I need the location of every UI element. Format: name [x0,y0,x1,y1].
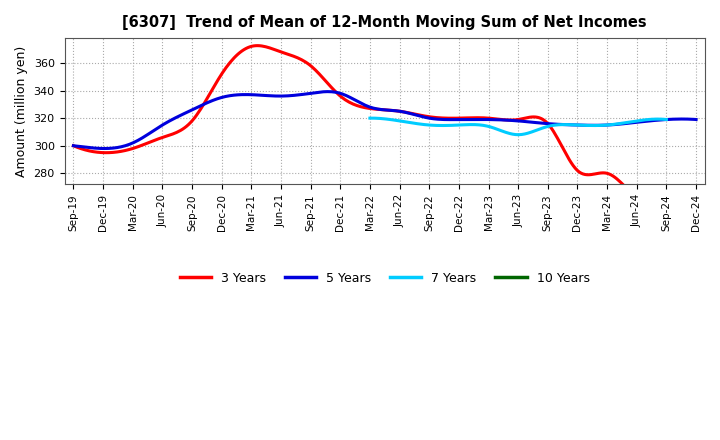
Y-axis label: Amount (million yen): Amount (million yen) [15,46,28,177]
Legend: 3 Years, 5 Years, 7 Years, 10 Years: 3 Years, 5 Years, 7 Years, 10 Years [175,267,595,290]
Title: [6307]  Trend of Mean of 12-Month Moving Sum of Net Incomes: [6307] Trend of Mean of 12-Month Moving … [122,15,647,30]
